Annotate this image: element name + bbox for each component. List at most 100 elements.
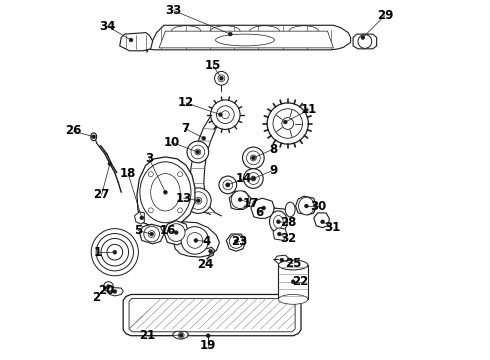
Circle shape — [215, 71, 228, 85]
Circle shape — [129, 38, 133, 42]
Circle shape — [234, 239, 238, 243]
Ellipse shape — [298, 197, 314, 215]
Circle shape — [361, 36, 365, 40]
Polygon shape — [172, 222, 220, 257]
Text: 2: 2 — [93, 291, 101, 304]
Ellipse shape — [285, 202, 295, 217]
Polygon shape — [164, 221, 189, 245]
Circle shape — [108, 162, 112, 166]
Text: 23: 23 — [231, 235, 247, 248]
Ellipse shape — [151, 174, 180, 211]
Text: 8: 8 — [270, 143, 278, 156]
Circle shape — [103, 282, 113, 292]
Circle shape — [228, 32, 232, 36]
Circle shape — [262, 206, 266, 210]
Circle shape — [219, 176, 237, 194]
Polygon shape — [251, 198, 274, 218]
Circle shape — [244, 169, 263, 188]
Polygon shape — [226, 234, 246, 251]
Polygon shape — [137, 157, 195, 227]
Circle shape — [101, 238, 128, 266]
Circle shape — [223, 180, 233, 190]
Polygon shape — [123, 294, 301, 336]
Circle shape — [179, 333, 183, 337]
Ellipse shape — [270, 211, 287, 233]
Text: 32: 32 — [280, 233, 296, 246]
Circle shape — [209, 249, 213, 253]
Text: 20: 20 — [98, 284, 115, 297]
Circle shape — [178, 332, 184, 338]
Circle shape — [282, 118, 294, 129]
Text: 15: 15 — [205, 59, 221, 72]
Circle shape — [277, 232, 281, 236]
Text: 27: 27 — [94, 188, 110, 201]
Text: 33: 33 — [166, 4, 182, 17]
Circle shape — [194, 238, 198, 242]
Polygon shape — [353, 34, 377, 49]
Circle shape — [220, 76, 223, 80]
Circle shape — [191, 145, 205, 159]
Circle shape — [226, 183, 230, 187]
Circle shape — [250, 155, 256, 161]
Circle shape — [283, 120, 287, 124]
Ellipse shape — [91, 133, 97, 141]
Polygon shape — [159, 31, 333, 48]
Polygon shape — [129, 298, 295, 332]
Text: 11: 11 — [301, 103, 317, 116]
Ellipse shape — [140, 162, 191, 223]
Circle shape — [190, 192, 207, 210]
Polygon shape — [120, 33, 153, 51]
Circle shape — [291, 280, 295, 284]
Polygon shape — [173, 331, 189, 339]
Circle shape — [113, 289, 117, 293]
Circle shape — [219, 113, 222, 117]
Circle shape — [247, 173, 259, 184]
Text: 18: 18 — [120, 167, 136, 180]
Circle shape — [221, 111, 229, 118]
Text: 31: 31 — [324, 221, 341, 234]
Circle shape — [246, 151, 260, 165]
Circle shape — [187, 141, 209, 163]
Circle shape — [148, 172, 153, 177]
Circle shape — [144, 226, 160, 242]
Bar — [278, 265, 308, 300]
Text: 10: 10 — [163, 136, 179, 149]
Circle shape — [186, 188, 211, 213]
Text: 9: 9 — [270, 164, 278, 177]
Text: 17: 17 — [243, 197, 259, 210]
Circle shape — [113, 250, 117, 254]
Circle shape — [231, 191, 249, 208]
Circle shape — [229, 234, 243, 248]
Text: 22: 22 — [292, 275, 308, 288]
Ellipse shape — [278, 260, 308, 270]
Circle shape — [91, 229, 138, 276]
Ellipse shape — [278, 294, 308, 304]
Circle shape — [202, 136, 206, 140]
Circle shape — [251, 156, 255, 160]
Polygon shape — [273, 228, 287, 240]
Circle shape — [211, 100, 240, 129]
Polygon shape — [139, 224, 164, 244]
Circle shape — [195, 149, 201, 155]
Circle shape — [96, 234, 133, 271]
Circle shape — [238, 198, 242, 202]
Circle shape — [177, 208, 182, 213]
Text: 3: 3 — [145, 152, 153, 165]
Circle shape — [181, 227, 209, 254]
Circle shape — [106, 285, 110, 289]
Circle shape — [92, 135, 96, 139]
Circle shape — [140, 216, 144, 220]
Text: 21: 21 — [139, 329, 155, 342]
Circle shape — [276, 220, 280, 224]
Circle shape — [226, 183, 230, 187]
Circle shape — [177, 172, 182, 177]
Circle shape — [243, 147, 264, 169]
Polygon shape — [314, 213, 329, 228]
Text: 1: 1 — [94, 246, 102, 259]
Polygon shape — [147, 25, 351, 52]
Circle shape — [280, 258, 284, 262]
Text: 19: 19 — [200, 339, 217, 352]
Text: 26: 26 — [65, 124, 81, 138]
Circle shape — [251, 176, 256, 181]
Circle shape — [273, 109, 302, 138]
